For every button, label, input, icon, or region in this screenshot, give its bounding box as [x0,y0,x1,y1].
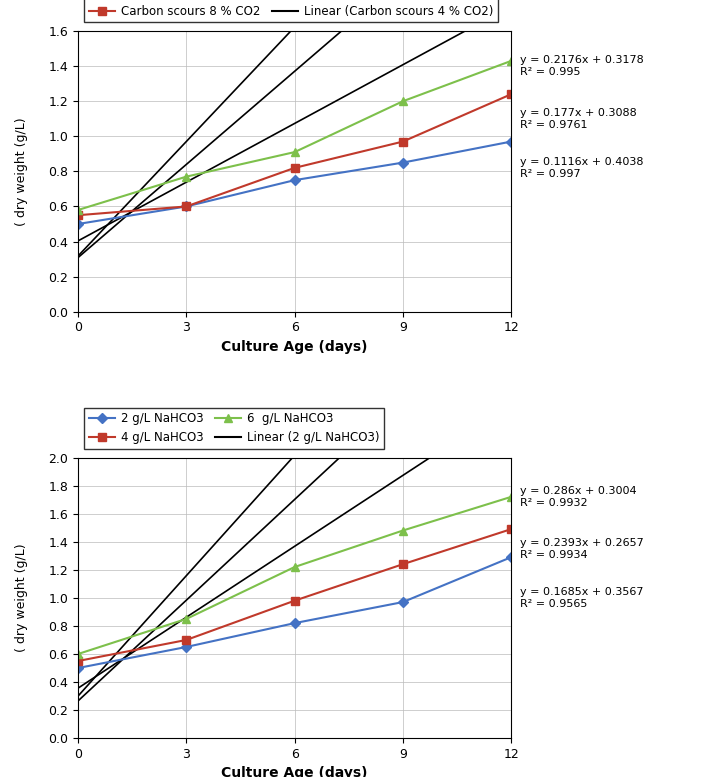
Text: y = 0.177x + 0.3088
R² = 0.9761: y = 0.177x + 0.3088 R² = 0.9761 [520,108,637,130]
Y-axis label: ( dry weight (g/L): ( dry weight (g/L) [16,544,28,652]
Text: y = 0.1116x + 0.4038
R² = 0.997: y = 0.1116x + 0.4038 R² = 0.997 [520,157,643,179]
Legend: 2 g/L NaHCO3, 4 g/L NaHCO3, 6  g/L NaHCO3, Linear (2 g/L NaHCO3): 2 g/L NaHCO3, 4 g/L NaHCO3, 6 g/L NaHCO3… [84,407,384,449]
X-axis label: Culture Age (days): Culture Age (days) [222,340,368,354]
Text: y = 0.1685x + 0.3567
R² = 0.9565: y = 0.1685x + 0.3567 R² = 0.9565 [520,587,643,608]
Text: y = 0.286x + 0.3004
R² = 0.9932: y = 0.286x + 0.3004 R² = 0.9932 [520,486,636,507]
Text: y = 0.2393x + 0.2657
R² = 0.9934: y = 0.2393x + 0.2657 R² = 0.9934 [520,538,643,559]
Text: y = 0.2176x + 0.3178
R² = 0.995: y = 0.2176x + 0.3178 R² = 0.995 [520,55,643,77]
Y-axis label: ( dry weight (g/L): ( dry weight (g/L) [16,117,28,225]
Legend: Carbon scours 4 % CO2, Carbon scours 8 % CO2, Carbon scours 16 % CO2, Linear (Ca: Carbon scours 4 % CO2, Carbon scours 8 %… [84,0,498,23]
X-axis label: Culture Age (days): Culture Age (days) [222,766,368,777]
